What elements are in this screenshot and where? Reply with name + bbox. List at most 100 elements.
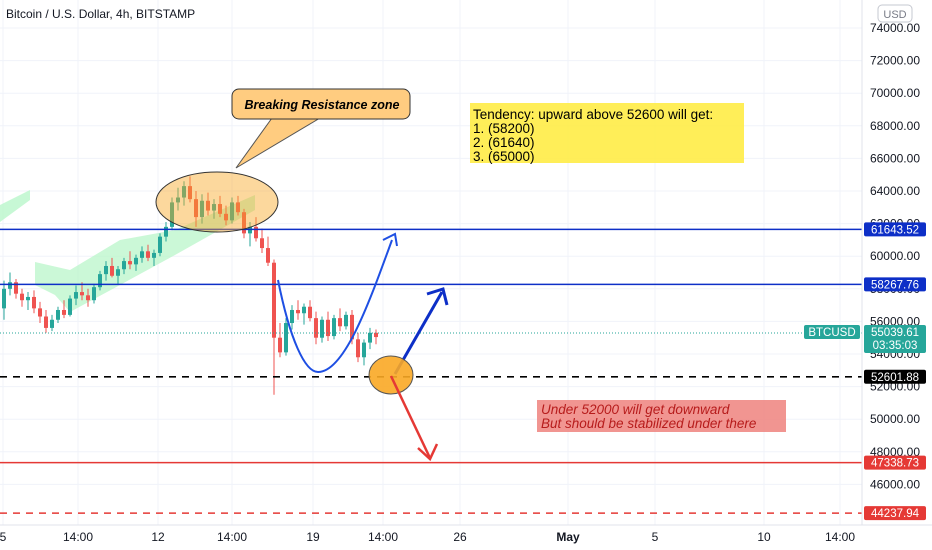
level-badge bbox=[864, 369, 926, 384]
x-tick-label: 19 bbox=[306, 530, 320, 544]
candle-body bbox=[68, 298, 72, 315]
candle-body bbox=[188, 186, 192, 200]
candle-body bbox=[344, 314, 348, 327]
tendency-line-0: Tendency: upward above 52600 will get: bbox=[473, 107, 713, 122]
candle-body bbox=[134, 257, 138, 265]
candle-body bbox=[374, 332, 378, 338]
candle-body bbox=[98, 274, 102, 288]
countdown-value: 03:35:03 bbox=[873, 340, 918, 352]
level-labels: 61643.52 58267.76 52601.88 47338.73 44237.94 bbox=[864, 222, 926, 521]
candle-body bbox=[62, 309, 66, 315]
candle-body bbox=[332, 318, 336, 337]
candle-body bbox=[80, 292, 84, 296]
candle-body bbox=[104, 265, 108, 275]
tendency-line-3: 3. (65000) bbox=[473, 149, 535, 164]
candle-body bbox=[176, 197, 180, 203]
candle-body bbox=[362, 342, 366, 358]
chart-title: Bitcoin / U.S. Dollar, 4h, BITSTAMP bbox=[6, 7, 195, 21]
x-tick-label: 10 bbox=[757, 530, 771, 544]
channel-main bbox=[35, 195, 255, 312]
candle-body bbox=[152, 252, 156, 258]
candle-body bbox=[182, 186, 186, 198]
candle-body bbox=[38, 308, 42, 317]
symbol-label: BTCUSD bbox=[808, 327, 855, 339]
candle-body bbox=[284, 323, 288, 353]
x-tick-label: 12 bbox=[151, 530, 165, 544]
candle-body bbox=[308, 306, 312, 319]
candle-body bbox=[272, 262, 276, 338]
tendency-line-1: 1. (58200) bbox=[473, 121, 535, 136]
y-tick-label: 50000.00 bbox=[870, 412, 920, 426]
candle-body bbox=[140, 251, 144, 258]
candle-body bbox=[230, 202, 234, 221]
levels bbox=[0, 228, 862, 514]
candle-body bbox=[218, 204, 222, 214]
x-tick-label: 14:00 bbox=[63, 530, 93, 544]
downside-line-1: But should be stabilized under there bbox=[541, 416, 756, 431]
x-tick-label: 5 bbox=[0, 530, 7, 544]
candle-body bbox=[338, 318, 342, 327]
level-badge bbox=[864, 506, 926, 521]
y-tick-label: 48000.00 bbox=[870, 445, 920, 459]
candle-body bbox=[122, 261, 126, 270]
support-ellipse bbox=[368, 355, 414, 395]
candle-body bbox=[356, 339, 360, 358]
x-tick-label: 26 bbox=[453, 530, 467, 544]
candle-body bbox=[200, 200, 204, 218]
u-curve-arrowhead bbox=[382, 232, 398, 247]
candle-body bbox=[116, 269, 120, 276]
y-tick-label: 64000.00 bbox=[870, 184, 920, 198]
candle-body bbox=[32, 296, 36, 309]
currency-button[interactable] bbox=[877, 4, 913, 23]
candle-body bbox=[368, 332, 372, 343]
x-tick-label: May bbox=[556, 530, 580, 544]
currency-label: USD bbox=[883, 9, 906, 21]
last-price-badge bbox=[864, 325, 926, 353]
candle-body bbox=[92, 287, 96, 301]
downside-line-0: Under 52000 will get downward bbox=[541, 402, 730, 417]
tendency-line-2: 2. (61640) bbox=[473, 135, 535, 150]
candle-body bbox=[212, 204, 216, 211]
y-tick-label: 68000.00 bbox=[870, 119, 920, 133]
y-tick-label: 56000.00 bbox=[870, 314, 920, 328]
symbol-badge bbox=[804, 325, 860, 339]
level-badge bbox=[864, 277, 926, 292]
price-axis[interactable]: 46000.0048000.0050000.0052000.0054000.00… bbox=[870, 21, 920, 491]
channel-left bbox=[0, 190, 30, 222]
candle-body bbox=[350, 314, 354, 340]
y-tick-label: 74000.00 bbox=[870, 21, 920, 35]
x-tick-label: 14:00 bbox=[825, 530, 855, 544]
level-badge bbox=[864, 222, 926, 237]
y-tick-label: 72000.00 bbox=[870, 54, 920, 68]
x-tick-label: 14:00 bbox=[217, 530, 247, 544]
u-curve-projection bbox=[277, 239, 393, 374]
tendency-note bbox=[470, 103, 744, 163]
downside-note bbox=[537, 400, 786, 432]
candle-body bbox=[326, 319, 330, 337]
x-tick-label: 14:00 bbox=[368, 530, 398, 544]
candle-body bbox=[50, 319, 54, 328]
level-label: 58267.76 bbox=[871, 279, 919, 291]
x-tick-label: 5 bbox=[652, 530, 659, 544]
candle-body bbox=[320, 319, 324, 338]
candle-body bbox=[86, 295, 90, 301]
time-axis[interactable]: 5 14:00 12 14:00 19 14:00 26 May 5 10 14:00 bbox=[0, 530, 855, 544]
resistance-label: Breaking Resistance zone bbox=[245, 98, 400, 112]
candle-body bbox=[278, 337, 282, 353]
candle-body bbox=[260, 238, 264, 249]
candle-body bbox=[110, 265, 114, 276]
candle-body bbox=[242, 212, 246, 234]
resistance-callout bbox=[231, 88, 411, 120]
candle-body bbox=[302, 306, 306, 314]
candle-body bbox=[164, 226, 168, 237]
down-arrowhead bbox=[417, 443, 439, 462]
candle-body bbox=[224, 213, 228, 221]
candle-body bbox=[8, 282, 12, 289]
candle-body bbox=[14, 282, 18, 294]
candle-body bbox=[314, 318, 318, 338]
candle-body bbox=[290, 309, 294, 324]
resistance-ellipse bbox=[155, 171, 279, 233]
candle-body bbox=[296, 309, 300, 314]
candle-body bbox=[158, 236, 162, 253]
